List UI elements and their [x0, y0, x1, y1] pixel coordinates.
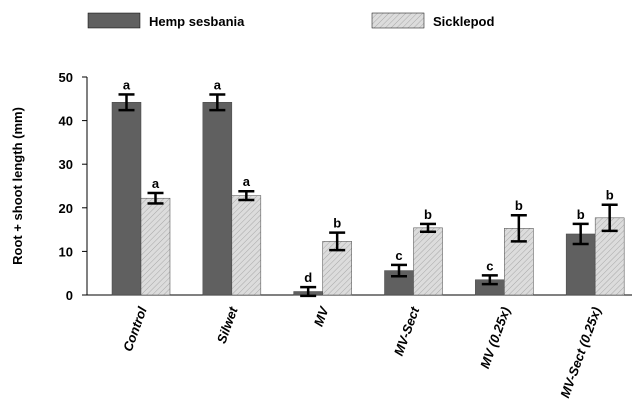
y-tick-label: 50 [59, 70, 73, 85]
error-bar [147, 191, 164, 205]
x-tick-label: MV-Sect [391, 304, 423, 358]
significance-label: c [486, 258, 493, 273]
error-bar [118, 93, 135, 112]
error-bar [510, 213, 527, 243]
x-tick-label: MV-Sect (0.25x) [557, 305, 604, 400]
significance-label: b [424, 207, 432, 222]
x-tick-label: Silwet [214, 304, 241, 345]
significance-label: d [304, 270, 312, 285]
y-tick-label: 20 [59, 201, 73, 216]
significance-label: c [395, 248, 402, 263]
legend-swatch [371, 12, 425, 29]
significance-label: b [515, 198, 523, 213]
x-tick-label: MV [311, 304, 332, 329]
y-axis-title: Root + shoot length (mm) [10, 107, 25, 265]
significance-label: b [606, 188, 614, 203]
significance-label: a [243, 174, 251, 189]
legend-label: Sicklepod [433, 14, 494, 29]
legend-swatch [87, 12, 141, 29]
significance-label: a [123, 77, 131, 92]
error-bar [329, 231, 346, 252]
significance-label: a [214, 77, 222, 92]
bar [140, 197, 171, 296]
error-bar [209, 93, 226, 112]
legend-label: Hemp sesbania [149, 14, 245, 29]
bar [413, 227, 443, 296]
bar [231, 195, 262, 296]
bar [111, 102, 142, 296]
error-bar [481, 274, 498, 286]
y-tick-label: 10 [59, 244, 73, 259]
error-bar [300, 285, 317, 298]
error-bar [238, 189, 255, 202]
error-bar [420, 222, 436, 234]
error-bar [572, 222, 589, 246]
y-tick-label: 40 [59, 114, 73, 129]
significance-label: b [577, 207, 585, 222]
y-tick-label: 30 [59, 157, 73, 172]
bar [202, 102, 233, 296]
y-tick-label: 0 [66, 288, 73, 303]
bar [384, 270, 414, 296]
x-tick-label: MV (0.25x) [477, 305, 513, 371]
x-tick-label: Control [120, 305, 150, 354]
significance-label: a [152, 176, 160, 191]
error-bar [391, 263, 407, 278]
error-bar [601, 203, 618, 233]
significance-label: b [333, 216, 341, 231]
